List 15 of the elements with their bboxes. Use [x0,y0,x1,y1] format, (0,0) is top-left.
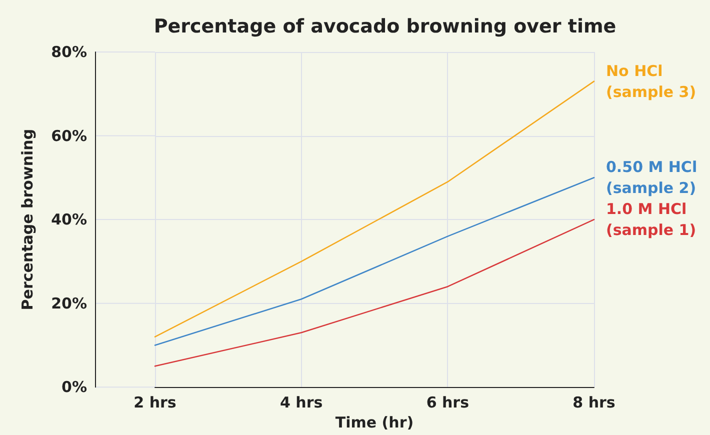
y-tick-label: 0% [62,378,87,396]
y-tick-label: 20% [51,294,87,312]
x-tick-label: 2 hrs [134,394,176,412]
y-tick-label: 60% [51,126,87,145]
series-label: 0.50 M HCl (sample 2) [606,158,698,198]
x-tick-label: 8 hrs [572,394,616,412]
y-axis-title: Percentage browning [18,128,36,310]
series-label: No HCl (sample 3) [606,62,696,101]
y-tick-label: 40% [51,210,87,229]
x-tick-label: 4 hrs [280,394,323,412]
y-tick-label: 80% [51,43,87,61]
x-axis-title: Time (hr) [335,414,414,432]
chart-title: Percentage of avocado browning over time [154,16,616,38]
series-label: 1.0 M HCl (sample 1) [606,200,696,240]
x-tick-label: 6 hrs [426,394,470,412]
